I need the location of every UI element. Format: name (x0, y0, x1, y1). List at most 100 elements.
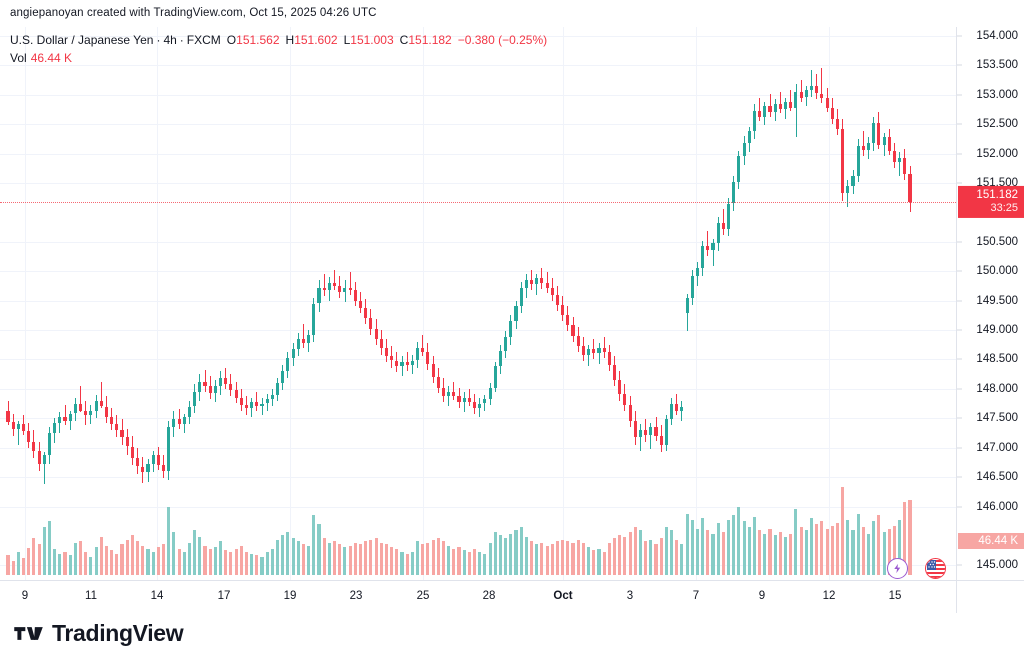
candle-body (898, 158, 902, 163)
candle-body (524, 280, 528, 288)
candle-body (633, 421, 637, 438)
candle-body (752, 111, 757, 132)
volume-bar (384, 544, 388, 575)
candle-body (244, 405, 249, 408)
candle-body (358, 300, 363, 308)
time-axis-tick-label: 23 (349, 590, 363, 602)
volume-bar (198, 536, 202, 575)
candle-body (799, 91, 803, 98)
candle-body (452, 391, 456, 396)
volume-bar (716, 522, 720, 575)
candle-body (218, 378, 223, 386)
gridline-vertical (290, 27, 291, 580)
candle-body (701, 246, 705, 269)
candle-body (27, 431, 31, 442)
candle-body (343, 287, 347, 292)
candle-body (182, 417, 186, 425)
candle-wick (821, 68, 823, 104)
volume-bar (369, 539, 373, 575)
volume-bar (11, 561, 15, 575)
time-axis-tick-label: 12 (822, 590, 836, 602)
volume-bar (478, 551, 482, 575)
candle-body (690, 275, 694, 298)
volume-bar (675, 539, 679, 575)
volume-bar (136, 541, 140, 575)
volume-bar (695, 528, 700, 575)
candle-body (234, 390, 238, 398)
candle-wick (303, 324, 304, 348)
time-axis-tick-label: 9 (21, 590, 29, 602)
candle-body (317, 287, 321, 304)
candle-wick (256, 391, 258, 412)
volume-bar (737, 507, 741, 575)
volume-bar (530, 541, 534, 575)
candle-wick (707, 231, 709, 257)
candle-body (151, 454, 155, 465)
candle-body (903, 158, 907, 175)
candle-body (581, 346, 585, 355)
candle-body (203, 381, 207, 386)
volume-bar (208, 548, 212, 575)
candle-body (467, 397, 471, 402)
volume-bar (110, 550, 114, 575)
candle-body (545, 282, 549, 288)
volume-bar (84, 551, 88, 575)
gridline-horizontal (0, 506, 956, 508)
candle-body (281, 371, 285, 383)
price-axis-tick-label: 145.000 (976, 559, 1018, 572)
volume-bar (493, 531, 497, 575)
volume-bar (21, 558, 26, 575)
volume-bar (146, 548, 150, 575)
candle-body (535, 278, 539, 285)
price-tick-mark (957, 447, 962, 449)
candle-wick (779, 91, 781, 114)
volume-bar (903, 501, 907, 575)
us-flag-icon[interactable] (925, 558, 946, 579)
volume-bar (866, 533, 871, 575)
volume-bar (576, 539, 580, 575)
candle-body (63, 417, 67, 421)
volume-bar (659, 538, 663, 575)
volume-bar (317, 524, 321, 575)
price-tick-mark (957, 417, 962, 419)
gridline-horizontal (0, 94, 956, 96)
volume-bar (701, 518, 705, 575)
candle-body (369, 318, 373, 329)
candle-body (504, 337, 508, 351)
candle-body (815, 85, 819, 94)
volume-bar (16, 551, 20, 575)
time-axis[interactable]: 9 11 14 17 19 23 25 28 Oct 3 7 9 12 15 (0, 580, 956, 613)
volume-value-badge[interactable]: 46.44 K (958, 532, 1024, 549)
candle-body (73, 404, 77, 414)
volume-bar (685, 513, 689, 575)
volume-bar (115, 553, 119, 575)
volume-bar (892, 525, 896, 575)
volume-bar (218, 541, 223, 575)
volume-bar (872, 521, 876, 575)
volume-bar (415, 541, 420, 575)
price-axis[interactable]: 154.000 153.500 153.000 152.500 152.000 151.5… (956, 27, 1024, 580)
candle-body (882, 137, 886, 145)
chart-gridlines (0, 27, 956, 580)
time-axis-tick-label: 15 (888, 590, 902, 602)
candle-body (716, 222, 720, 243)
candle-body (519, 287, 523, 307)
candle-body (379, 338, 383, 348)
candle-body (146, 464, 150, 473)
lightning-bolt-icon[interactable] (887, 558, 908, 579)
candle-body (675, 403, 679, 412)
current-price-line (0, 201, 956, 204)
candle-body (758, 111, 762, 117)
candle-body (721, 222, 725, 229)
candle-body (353, 290, 357, 301)
gridline-vertical (423, 27, 424, 580)
candle-wick (759, 97, 761, 122)
candle-body (892, 150, 896, 163)
candle-body (576, 335, 580, 347)
price-axis-tick-label: 147.000 (976, 441, 1018, 454)
volume-bar (431, 539, 435, 575)
current-price-badge[interactable]: 151.182 33:25 (958, 185, 1024, 218)
volume-bar (846, 519, 850, 575)
volume-bar (421, 544, 425, 575)
chart-plot-area[interactable]: U.S. Dollar / Japanese Yen · 4h · FXCM O151.5… (0, 27, 956, 580)
